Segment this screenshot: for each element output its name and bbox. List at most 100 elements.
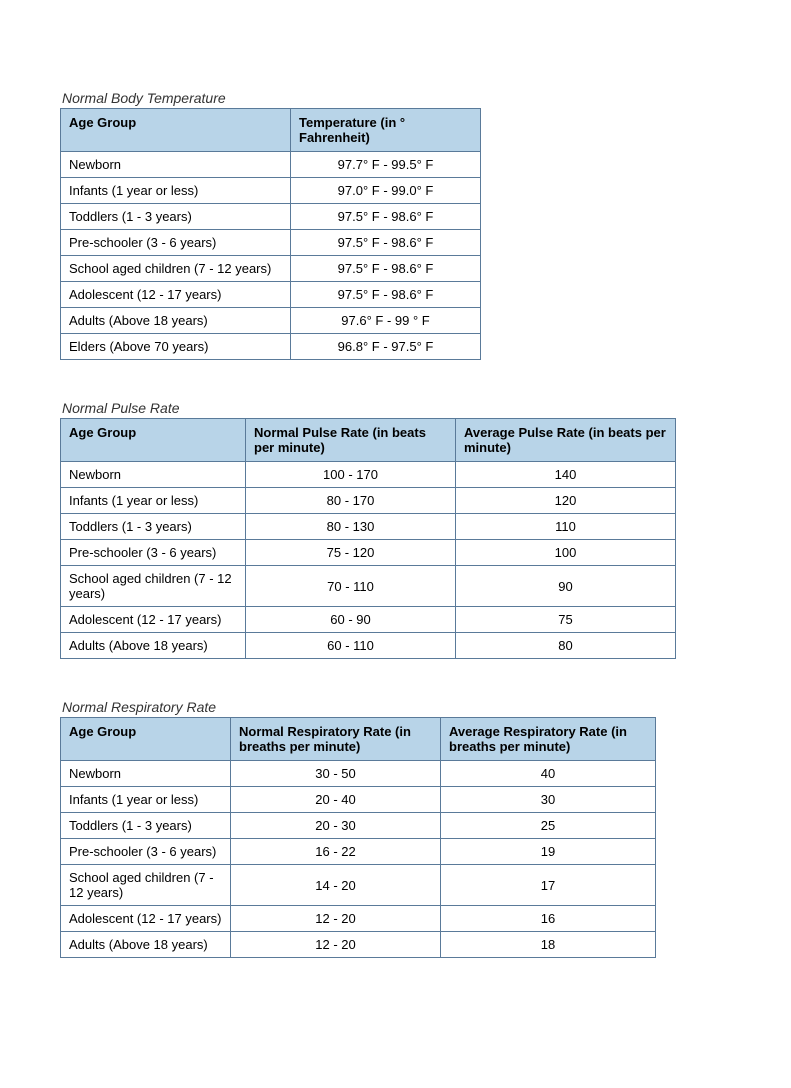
table-row: Newborn97.7° F - 99.5° F bbox=[61, 152, 481, 178]
table-cell: Pre-schooler (3 - 6 years) bbox=[61, 540, 246, 566]
table-row: School aged children (7 - 12 years)14 - … bbox=[61, 865, 656, 906]
table-cell: Newborn bbox=[61, 462, 246, 488]
table-cell: 19 bbox=[441, 839, 656, 865]
table-row: Pre-schooler (3 - 6 years)16 - 2219 bbox=[61, 839, 656, 865]
column-header: Age Group bbox=[61, 718, 231, 761]
table-cell: Toddlers (1 - 3 years) bbox=[61, 813, 231, 839]
table-cell: Pre-schooler (3 - 6 years) bbox=[61, 839, 231, 865]
table-cell: Newborn bbox=[61, 152, 291, 178]
temperature-table: Age GroupTemperature (in ° Fahrenheit)Ne… bbox=[60, 108, 481, 360]
table-row: Adults (Above 18 years)60 - 11080 bbox=[61, 633, 676, 659]
table-header-row: Age GroupTemperature (in ° Fahrenheit) bbox=[61, 109, 481, 152]
table-cell: 16 - 22 bbox=[231, 839, 441, 865]
table-row: Adolescent (12 - 17 years)97.5° F - 98.6… bbox=[61, 282, 481, 308]
table-cell: Adolescent (12 - 17 years) bbox=[61, 906, 231, 932]
table-row: Toddlers (1 - 3 years)80 - 130110 bbox=[61, 514, 676, 540]
table-row: Newborn100 - 170140 bbox=[61, 462, 676, 488]
table-cell: 40 bbox=[441, 761, 656, 787]
column-header: Average Pulse Rate (in beats per minute) bbox=[456, 419, 676, 462]
table-row: Adolescent (12 - 17 years)12 - 2016 bbox=[61, 906, 656, 932]
table-cell: Pre-schooler (3 - 6 years) bbox=[61, 230, 291, 256]
table-cell: 17 bbox=[441, 865, 656, 906]
table-cell: 80 bbox=[456, 633, 676, 659]
table-row: Infants (1 year or less)80 - 170120 bbox=[61, 488, 676, 514]
table-cell: 20 - 40 bbox=[231, 787, 441, 813]
column-header: Age Group bbox=[61, 109, 291, 152]
table-cell: 12 - 20 bbox=[231, 932, 441, 958]
table-cell: 16 bbox=[441, 906, 656, 932]
table-row: Newborn30 - 5040 bbox=[61, 761, 656, 787]
table-row: Adults (Above 18 years)12 - 2018 bbox=[61, 932, 656, 958]
table-cell: 96.8° F - 97.5° F bbox=[291, 334, 481, 360]
table-cell: 75 bbox=[456, 607, 676, 633]
table-row: Toddlers (1 - 3 years)20 - 3025 bbox=[61, 813, 656, 839]
temperature-title: Normal Body Temperature bbox=[60, 90, 731, 106]
table-cell: School aged children (7 - 12 years) bbox=[61, 865, 231, 906]
table-cell: 70 - 110 bbox=[246, 566, 456, 607]
column-header: Normal Respiratory Rate (in breaths per … bbox=[231, 718, 441, 761]
table-cell: Adults (Above 18 years) bbox=[61, 932, 231, 958]
table-cell: 97.0° F - 99.0° F bbox=[291, 178, 481, 204]
table-cell: Adults (Above 18 years) bbox=[61, 633, 246, 659]
table-cell: 97.6° F - 99 ° F bbox=[291, 308, 481, 334]
table-cell: School aged children (7 - 12 years) bbox=[61, 256, 291, 282]
column-header: Average Respiratory Rate (in breaths per… bbox=[441, 718, 656, 761]
pulse-table: Age GroupNormal Pulse Rate (in beats per… bbox=[60, 418, 676, 659]
table-cell: 97.5° F - 98.6° F bbox=[291, 282, 481, 308]
pulse-section: Normal Pulse Rate Age GroupNormal Pulse … bbox=[60, 400, 731, 659]
table-cell: 100 - 170 bbox=[246, 462, 456, 488]
table-cell: Infants (1 year or less) bbox=[61, 787, 231, 813]
table-cell: 100 bbox=[456, 540, 676, 566]
table-cell: Elders (Above 70 years) bbox=[61, 334, 291, 360]
table-cell: 80 - 170 bbox=[246, 488, 456, 514]
table-cell: Infants (1 year or less) bbox=[61, 178, 291, 204]
table-cell: Adolescent (12 - 17 years) bbox=[61, 607, 246, 633]
table-cell: 12 - 20 bbox=[231, 906, 441, 932]
table-cell: 60 - 90 bbox=[246, 607, 456, 633]
column-header: Temperature (in ° Fahrenheit) bbox=[291, 109, 481, 152]
table-cell: Toddlers (1 - 3 years) bbox=[61, 204, 291, 230]
table-cell: 14 - 20 bbox=[231, 865, 441, 906]
table-cell: 20 - 30 bbox=[231, 813, 441, 839]
temperature-section: Normal Body Temperature Age GroupTempera… bbox=[60, 90, 731, 360]
table-row: Toddlers (1 - 3 years)97.5° F - 98.6° F bbox=[61, 204, 481, 230]
table-row: Pre-schooler (3 - 6 years)97.5° F - 98.6… bbox=[61, 230, 481, 256]
table-cell: 75 - 120 bbox=[246, 540, 456, 566]
table-cell: 97.7° F - 99.5° F bbox=[291, 152, 481, 178]
table-cell: 110 bbox=[456, 514, 676, 540]
table-header-row: Age GroupNormal Pulse Rate (in beats per… bbox=[61, 419, 676, 462]
table-cell: Newborn bbox=[61, 761, 231, 787]
table-cell: 90 bbox=[456, 566, 676, 607]
table-cell: Adults (Above 18 years) bbox=[61, 308, 291, 334]
table-row: Pre-schooler (3 - 6 years)75 - 120100 bbox=[61, 540, 676, 566]
pulse-title: Normal Pulse Rate bbox=[60, 400, 731, 416]
table-row: School aged children (7 - 12 years)70 - … bbox=[61, 566, 676, 607]
table-row: School aged children (7 - 12 years)97.5°… bbox=[61, 256, 481, 282]
table-cell: Adolescent (12 - 17 years) bbox=[61, 282, 291, 308]
respiratory-table: Age GroupNormal Respiratory Rate (in bre… bbox=[60, 717, 656, 958]
table-row: Adolescent (12 - 17 years)60 - 9075 bbox=[61, 607, 676, 633]
table-cell: 60 - 110 bbox=[246, 633, 456, 659]
table-row: Infants (1 year or less)20 - 4030 bbox=[61, 787, 656, 813]
table-cell: 97.5° F - 98.6° F bbox=[291, 256, 481, 282]
table-header-row: Age GroupNormal Respiratory Rate (in bre… bbox=[61, 718, 656, 761]
table-row: Infants (1 year or less)97.0° F - 99.0° … bbox=[61, 178, 481, 204]
table-cell: 97.5° F - 98.6° F bbox=[291, 204, 481, 230]
respiratory-title: Normal Respiratory Rate bbox=[60, 699, 731, 715]
table-cell: 18 bbox=[441, 932, 656, 958]
column-header: Normal Pulse Rate (in beats per minute) bbox=[246, 419, 456, 462]
table-cell: 97.5° F - 98.6° F bbox=[291, 230, 481, 256]
table-cell: 140 bbox=[456, 462, 676, 488]
table-cell: Infants (1 year or less) bbox=[61, 488, 246, 514]
table-cell: 30 bbox=[441, 787, 656, 813]
table-cell: Toddlers (1 - 3 years) bbox=[61, 514, 246, 540]
column-header: Age Group bbox=[61, 419, 246, 462]
respiratory-section: Normal Respiratory Rate Age GroupNormal … bbox=[60, 699, 731, 958]
table-cell: 25 bbox=[441, 813, 656, 839]
table-cell: 120 bbox=[456, 488, 676, 514]
table-cell: 30 - 50 bbox=[231, 761, 441, 787]
table-cell: 80 - 130 bbox=[246, 514, 456, 540]
table-cell: School aged children (7 - 12 years) bbox=[61, 566, 246, 607]
table-row: Adults (Above 18 years)97.6° F - 99 ° F bbox=[61, 308, 481, 334]
table-row: Elders (Above 70 years)96.8° F - 97.5° F bbox=[61, 334, 481, 360]
